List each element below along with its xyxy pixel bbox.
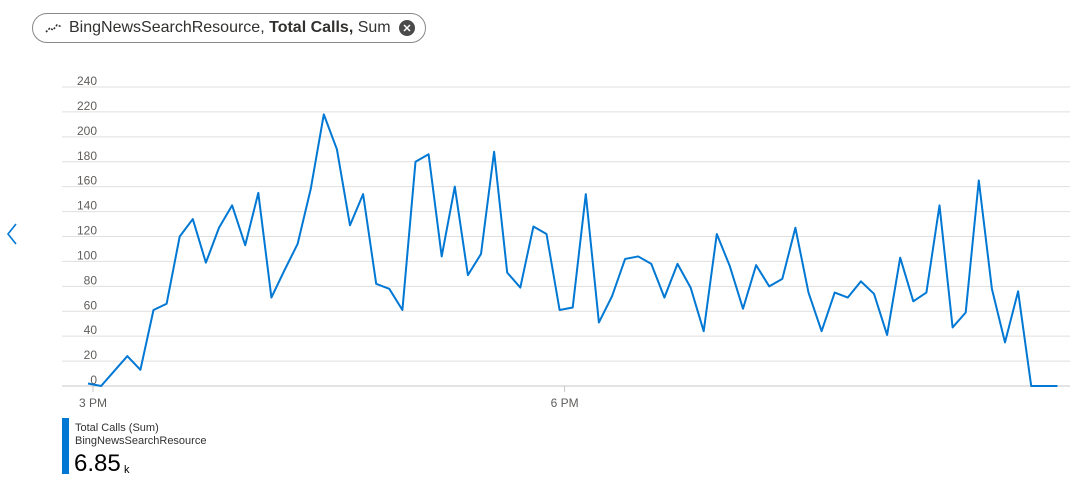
legend-resource-label: BingNewsSearchResource: [75, 435, 207, 447]
chevron-left-icon[interactable]: [4, 222, 20, 246]
series-line: [87, 113, 1058, 387]
legend-metric-label: Total Calls (Sum): [75, 422, 159, 434]
y-tick-label: 0: [90, 373, 97, 387]
y-tick-label: 220: [77, 99, 97, 113]
y-tick-label: 200: [77, 124, 97, 138]
y-tick-label: 60: [84, 298, 98, 312]
metric-pill[interactable]: BingNewsSearchResource, Total Calls, Sum: [32, 13, 426, 43]
pill-resource: BingNewsSearchResource,: [69, 19, 265, 36]
y-tick-label: 120: [77, 224, 97, 238]
line-chart-icon: [45, 21, 63, 35]
x-tick-label: 6 PM: [551, 396, 579, 410]
legend-unit: k: [124, 464, 130, 476]
legend-color-bar: [62, 418, 69, 474]
y-tick-label: 160: [77, 174, 97, 188]
y-tick-label: 40: [84, 323, 98, 337]
y-tick-label: 180: [77, 149, 97, 163]
legend-value: 6.85: [74, 450, 121, 477]
pill-aggregation: Sum: [357, 19, 391, 36]
y-tick-label: 80: [84, 273, 98, 287]
x-tick-label: 3 PM: [79, 396, 107, 410]
y-tick-label: 20: [84, 348, 98, 362]
line-chart: 0 20 40 60 80 100 120 140 160 180 200 220 240 3 PM 6 P…: [62, 74, 1070, 410]
y-tick-label: 240: [77, 74, 97, 88]
pill-metric: Total Calls,: [269, 19, 354, 36]
metric-pill-label: BingNewsSearchResource, Total Calls, Sum: [69, 19, 391, 37]
close-circle-icon[interactable]: [399, 20, 415, 36]
y-tick-label: 140: [77, 199, 97, 213]
y-tick-label: 100: [77, 248, 97, 262]
